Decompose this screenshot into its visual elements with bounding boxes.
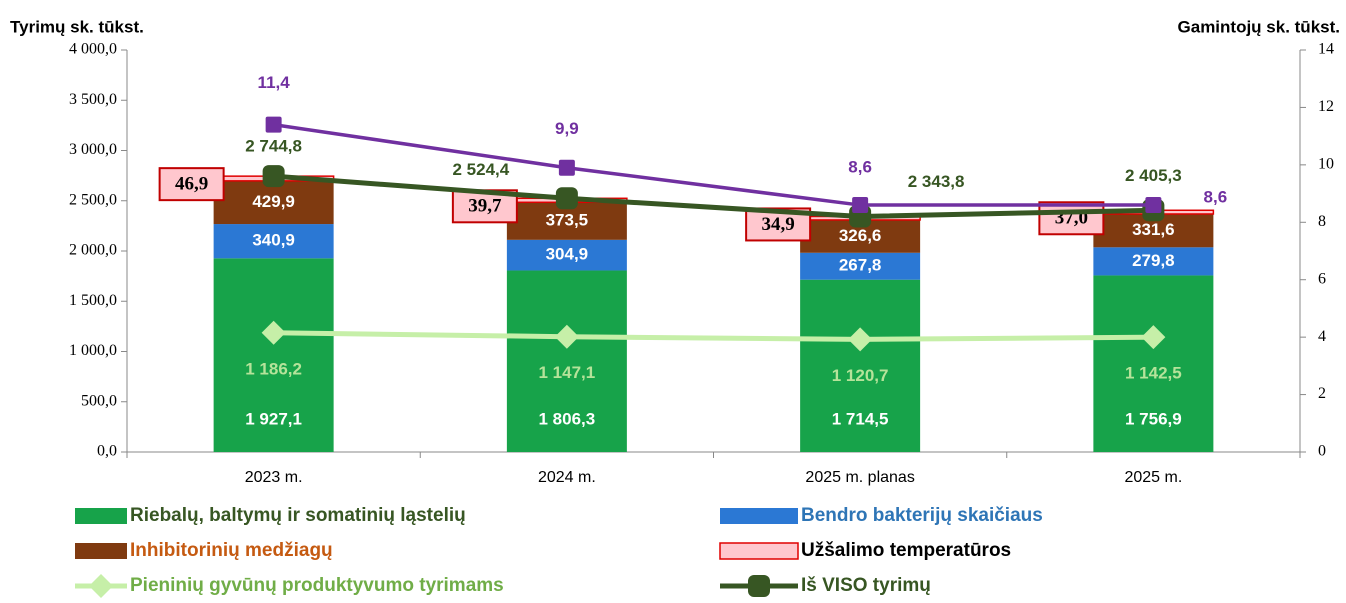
y2-tick-label: 2	[1318, 385, 1326, 402]
bar-segment	[800, 252, 921, 280]
data-label: 340,9	[252, 231, 295, 250]
y-tick-label: 500,0	[81, 392, 117, 409]
x-tick-label: 2025 m. planas	[805, 469, 914, 486]
line-marker	[558, 159, 575, 176]
bar-segment	[1093, 275, 1214, 452]
y2-tick-label: 8	[1318, 213, 1326, 230]
data-label: 1 142,5	[1125, 364, 1182, 383]
y2-tick-label: 10	[1318, 156, 1334, 173]
data-label: 1 120,7	[832, 366, 889, 385]
line-marker	[848, 327, 873, 352]
legend-label: Bendro bakterijų skaičiaus	[801, 505, 1043, 526]
line-marker	[554, 324, 579, 349]
y2-tick-label: 6	[1318, 270, 1326, 287]
data-label: 326,6	[839, 226, 882, 245]
y2-axis-title: Gamintojų sk. tūkst.	[1178, 17, 1340, 36]
legend-marker	[89, 574, 113, 598]
y-tick-label: 3 000,0	[69, 141, 117, 158]
data-label: 34,9	[762, 214, 795, 235]
line	[273, 173, 1154, 219]
bar-segment	[213, 224, 334, 259]
y-tick-label: 1 500,0	[69, 292, 117, 309]
bar-segment	[506, 270, 627, 452]
data-label: 8,6	[1204, 188, 1228, 207]
data-label: 9,9	[555, 119, 579, 138]
data-label: 267,8	[839, 256, 882, 275]
data-label: 1 714,5	[832, 409, 889, 428]
bar-segment	[1093, 247, 1214, 276]
data-label: 331,6	[1132, 220, 1175, 239]
data-label: 39,7	[468, 196, 502, 217]
line-marker	[262, 165, 285, 188]
bar-segment	[800, 279, 921, 452]
line-marker	[265, 116, 282, 133]
legend-marker	[748, 575, 770, 597]
y-tick-label: 1 000,0	[69, 342, 117, 359]
line	[273, 122, 1154, 207]
y-tick-label: 4 000,0	[69, 41, 117, 58]
legend-label: Iš VISO tyrimų	[801, 575, 931, 596]
y-axis-title: Tyrimų sk. tūkst.	[10, 17, 144, 36]
line-marker	[555, 187, 578, 210]
data-label: 2 524,4	[453, 160, 510, 179]
data-label: 2 343,8	[908, 172, 965, 191]
data-label: 373,5	[546, 211, 589, 230]
data-label-box	[158, 167, 225, 202]
data-label: 1 147,1	[539, 363, 596, 382]
x-tick-label: 2025 m.	[1124, 469, 1182, 486]
data-label: 2 405,3	[1125, 166, 1182, 185]
legend-swatch	[719, 542, 799, 560]
y2-tick-label: 4	[1318, 328, 1326, 345]
legend-swatch	[75, 543, 127, 559]
data-label: 8,6	[848, 158, 872, 177]
data-label: 1 756,9	[1125, 409, 1182, 428]
line-marker	[261, 320, 286, 345]
bar-segment	[213, 180, 334, 225]
y-tick-label: 0,0	[97, 443, 117, 460]
line-marker	[1145, 197, 1162, 214]
data-label: 1 186,2	[245, 359, 302, 378]
data-label: 11,4	[258, 73, 291, 92]
y-tick-label: 2 500,0	[69, 191, 117, 208]
line-marker	[852, 197, 869, 214]
x-tick-label: 2024 m.	[538, 469, 596, 486]
data-label: 279,8	[1132, 251, 1175, 270]
data-label: 304,9	[546, 245, 589, 264]
line-marker	[1141, 325, 1166, 350]
bar-segment	[506, 239, 627, 271]
data-label: 1 927,1	[245, 409, 302, 428]
y2-tick-label: 14	[1318, 41, 1334, 58]
legend-swatch	[75, 508, 127, 524]
legend-label: Užšalimo temperatūros	[801, 540, 1011, 561]
y-tick-label: 3 500,0	[69, 91, 117, 108]
data-label-box	[1038, 201, 1105, 236]
legend-label: Pieninių gyvūnų produktyvumo tyrimams	[130, 575, 504, 596]
data-label: 46,9	[175, 174, 208, 195]
data-label: 429,9	[252, 192, 295, 211]
y-tick-label: 2 000,0	[69, 242, 117, 259]
legend-label: Riebalų, baltymų ir somatinių ląstelių	[130, 505, 466, 526]
data-label: 2 744,8	[245, 137, 302, 156]
line	[273, 330, 1154, 342]
y2-tick-label: 0	[1318, 443, 1326, 460]
bar-segment	[213, 258, 334, 452]
y2-tick-label: 12	[1318, 98, 1334, 115]
legend-label: Inhibitorinių medžiagų	[130, 540, 333, 561]
legend-swatch	[720, 508, 798, 524]
data-label: 1 806,3	[539, 409, 596, 428]
x-tick-label: 2023 m.	[245, 469, 303, 486]
